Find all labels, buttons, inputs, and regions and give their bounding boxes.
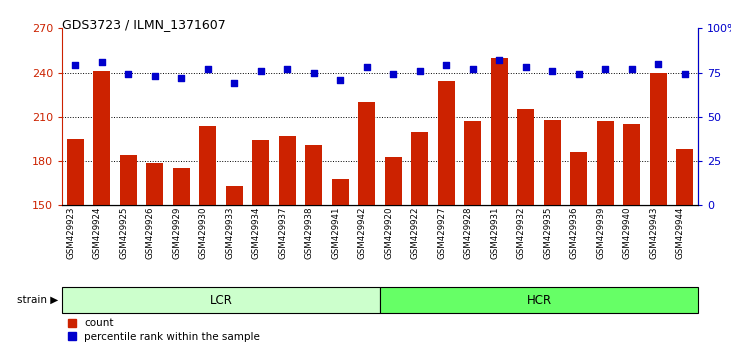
Point xyxy=(573,72,585,77)
Bar xyxy=(544,120,561,205)
Bar xyxy=(412,132,428,205)
Bar xyxy=(120,155,137,205)
Point xyxy=(679,72,691,77)
Bar xyxy=(332,179,349,205)
Point xyxy=(653,61,664,67)
Text: GSM429928: GSM429928 xyxy=(464,207,473,259)
Text: GSM429942: GSM429942 xyxy=(358,207,367,259)
Bar xyxy=(173,169,190,205)
Bar xyxy=(358,102,376,205)
Bar xyxy=(252,141,270,205)
Text: GSM429938: GSM429938 xyxy=(305,207,314,259)
Text: GSM429923: GSM429923 xyxy=(67,207,75,259)
Point xyxy=(69,63,81,68)
Text: GSM429924: GSM429924 xyxy=(93,207,102,259)
Text: LCR: LCR xyxy=(210,293,232,307)
Text: GSM429925: GSM429925 xyxy=(119,207,129,259)
Bar xyxy=(62,287,380,313)
Text: GSM429943: GSM429943 xyxy=(649,207,659,259)
Text: GSM429934: GSM429934 xyxy=(252,207,261,259)
Point xyxy=(96,59,107,65)
Bar xyxy=(200,126,216,205)
Point xyxy=(335,77,346,82)
Bar xyxy=(624,124,640,205)
Text: GSM429941: GSM429941 xyxy=(331,207,341,259)
Point xyxy=(361,64,373,70)
Bar xyxy=(438,81,455,205)
Text: strain ▶: strain ▶ xyxy=(18,295,58,305)
Point xyxy=(414,68,425,74)
Bar xyxy=(146,162,164,205)
Bar xyxy=(306,145,322,205)
Point xyxy=(202,66,213,72)
Text: GSM429944: GSM429944 xyxy=(676,207,685,259)
Text: GDS3723 / ILMN_1371607: GDS3723 / ILMN_1371607 xyxy=(62,18,226,31)
Bar xyxy=(226,186,243,205)
Point xyxy=(547,68,558,74)
Text: GSM429931: GSM429931 xyxy=(491,207,499,259)
Text: GSM429935: GSM429935 xyxy=(543,207,553,259)
Point xyxy=(308,70,319,75)
Text: GSM429936: GSM429936 xyxy=(570,207,579,259)
Point xyxy=(387,72,399,77)
Point xyxy=(467,66,479,72)
Text: GSM429922: GSM429922 xyxy=(411,207,420,259)
Bar xyxy=(676,149,694,205)
Point xyxy=(229,80,240,86)
Point xyxy=(175,75,187,81)
Point xyxy=(255,68,267,74)
Text: GSM429940: GSM429940 xyxy=(623,207,632,259)
Text: GSM429937: GSM429937 xyxy=(279,207,287,259)
Bar xyxy=(596,121,614,205)
Point xyxy=(493,57,505,63)
Point xyxy=(520,64,531,70)
Text: GSM429932: GSM429932 xyxy=(517,207,526,259)
Text: HCR: HCR xyxy=(526,293,552,307)
Bar xyxy=(650,73,667,205)
Point xyxy=(626,66,637,72)
Text: GSM429939: GSM429939 xyxy=(596,207,605,259)
Text: GSM429930: GSM429930 xyxy=(199,207,208,259)
Point xyxy=(149,73,161,79)
Text: GSM429933: GSM429933 xyxy=(225,207,235,259)
Text: GSM429927: GSM429927 xyxy=(437,207,447,259)
Bar xyxy=(385,157,402,205)
Text: GSM429920: GSM429920 xyxy=(385,207,393,259)
Text: GSM429926: GSM429926 xyxy=(146,207,155,259)
Bar xyxy=(491,58,508,205)
Bar xyxy=(464,121,482,205)
Bar xyxy=(380,287,698,313)
Point xyxy=(599,66,611,72)
Legend: count, percentile rank within the sample: count, percentile rank within the sample xyxy=(67,319,260,342)
Bar xyxy=(94,71,110,205)
Point xyxy=(123,72,135,77)
Point xyxy=(441,63,452,68)
Bar xyxy=(67,139,84,205)
Bar xyxy=(518,109,534,205)
Bar xyxy=(570,152,588,205)
Point xyxy=(281,66,293,72)
Text: GSM429929: GSM429929 xyxy=(173,207,181,259)
Bar xyxy=(279,136,296,205)
